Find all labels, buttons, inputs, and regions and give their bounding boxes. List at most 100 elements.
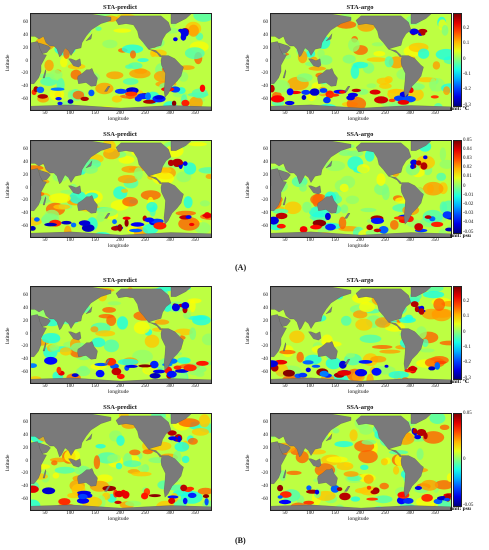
southern-ocean-anomaly: [114, 500, 122, 504]
southern-ocean-anomaly: [434, 362, 441, 370]
anomaly-blob: [350, 64, 360, 79]
land-polygon: [325, 33, 333, 42]
anomaly-blob: [363, 474, 374, 484]
southern-ocean-anomaly: [196, 360, 209, 366]
anomaly-blob: [380, 458, 388, 466]
x-tick-label: 100: [66, 511, 74, 516]
anomaly-blob: [107, 454, 121, 463]
southern-ocean-anomaly: [166, 370, 177, 378]
x-tick-label: 350: [191, 238, 199, 243]
x-tick-label: 50: [282, 384, 288, 389]
southern-ocean-anomaly: [149, 373, 161, 379]
y-axis-label: latitude: [5, 54, 11, 72]
land-polygon: [410, 141, 432, 151]
x-tick-label: 50: [42, 238, 48, 243]
x-tick-label: 150: [331, 111, 339, 116]
southern-ocean-anomaly: [168, 497, 176, 504]
anomaly-blob: [299, 183, 307, 192]
southern-ocean-anomaly: [271, 84, 275, 93]
anomaly-blob: [350, 496, 361, 502]
y-tick-label: 0: [265, 458, 269, 464]
colorbar-tick-label: -0.04: [463, 220, 474, 226]
figure-label-a: (A): [235, 263, 247, 272]
land-polygon: [148, 449, 163, 458]
southern-ocean-anomaly: [277, 484, 284, 492]
y-tick-label: -40: [261, 484, 268, 490]
y-tick-label: -40: [21, 357, 28, 363]
map-svg: [271, 414, 451, 510]
southern-ocean-anomaly: [370, 489, 379, 495]
land-polygon: [325, 306, 333, 315]
land-polygon: [278, 42, 291, 54]
southern-ocean-anomaly: [278, 499, 292, 505]
land-masses: [31, 414, 211, 510]
southern-ocean-anomaly: [403, 497, 414, 504]
southern-ocean-anomaly: [55, 97, 62, 101]
gulf-stream-anomaly: [168, 436, 178, 441]
y-tick-label: -40: [261, 84, 268, 90]
southern-ocean-anomaly: [81, 224, 95, 232]
southern-ocean-anomaly: [371, 367, 382, 376]
land-polygon: [104, 359, 111, 365]
anomaly-blob: [393, 465, 400, 475]
land-polygon: [77, 341, 98, 360]
x-tick-label: 350: [431, 238, 439, 243]
anomaly-blob: [98, 314, 114, 319]
x-tick-label: 300: [406, 238, 414, 243]
land-polygon: [42, 196, 47, 206]
y-tick-label: 40: [263, 159, 268, 165]
southern-ocean-anomaly: [181, 99, 190, 107]
land-polygon: [170, 414, 192, 424]
land-polygon: [344, 359, 351, 365]
x-tick-label: 150: [91, 111, 99, 116]
map-plot-area: [30, 140, 212, 238]
anomaly-blob: [338, 149, 353, 156]
southern-ocean-anomaly: [302, 360, 314, 365]
southern-ocean-anomaly: [71, 373, 79, 378]
anomaly-blob: [189, 327, 197, 340]
southern-ocean-anomaly: [277, 495, 283, 499]
land-polygon: [31, 231, 211, 237]
anomaly-blob: [122, 78, 139, 85]
y-tick-label: 0: [265, 331, 269, 337]
southern-ocean-anomaly: [271, 95, 285, 103]
southern-ocean-anomaly: [378, 226, 389, 234]
anomaly-blob: [107, 301, 122, 306]
gulf-stream-anomaly: [181, 302, 190, 309]
map-svg: [271, 287, 451, 383]
land-polygon: [410, 14, 432, 24]
land-polygon: [160, 55, 184, 98]
land-polygon: [325, 433, 333, 442]
x-tick-label: 300: [166, 238, 174, 243]
southern-ocean-anomaly: [202, 494, 210, 499]
colorbar: [453, 413, 462, 507]
anomaly-blob: [178, 418, 200, 428]
gulf-stream-anomaly: [410, 301, 419, 308]
x-axis-label: longitude: [108, 516, 129, 522]
x-tick-label: 200: [356, 111, 364, 116]
y-tick-label: -60: [261, 496, 268, 502]
southern-ocean-anomaly: [305, 367, 311, 373]
x-tick-label: 250: [141, 238, 149, 243]
land-polygon: [355, 15, 412, 50]
y-tick-label: 40: [23, 32, 28, 38]
y-tick-label: 60: [263, 420, 268, 426]
x-tick-label: 350: [191, 384, 199, 389]
x-tick-label: 100: [306, 111, 314, 116]
land-polygon: [38, 315, 51, 327]
colorbar-unit-label: unit: psu: [450, 506, 471, 512]
anomaly-blob: [121, 44, 144, 54]
anomaly-blob: [154, 319, 170, 325]
x-tick-label: 150: [331, 238, 339, 243]
anomaly-blob: [420, 479, 439, 491]
colorbar-tick-label: 0.1: [463, 41, 470, 47]
land-masses: [271, 14, 451, 110]
land-polygon: [148, 49, 163, 58]
map-svg: [271, 141, 451, 237]
y-tick-label: -20: [21, 344, 28, 350]
anomaly-blob: [82, 164, 98, 174]
land-polygon: [160, 328, 184, 371]
anomaly-blob: [192, 315, 211, 326]
southern-ocean-anomaly: [323, 96, 331, 104]
gulf-stream-anomaly: [409, 28, 419, 35]
